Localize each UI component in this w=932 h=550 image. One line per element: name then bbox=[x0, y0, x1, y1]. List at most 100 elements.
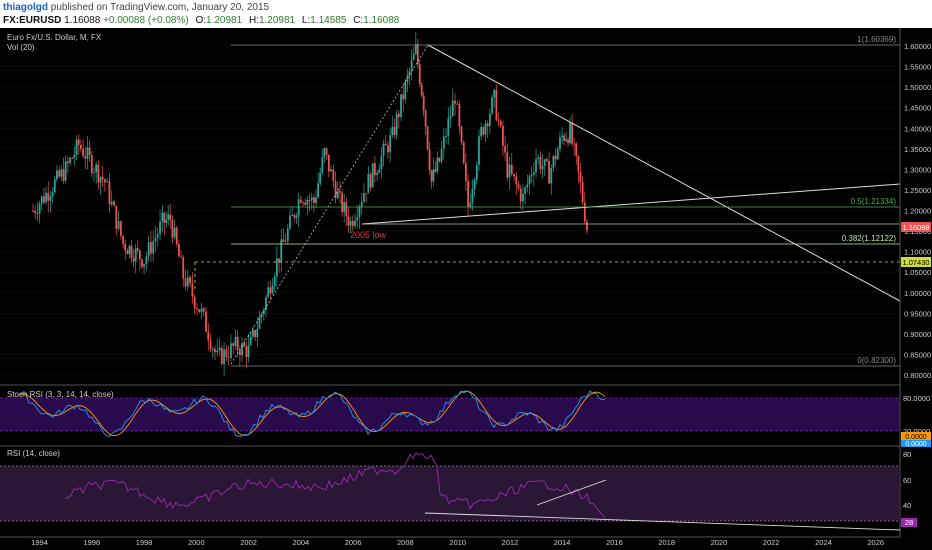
candle-body bbox=[571, 122, 573, 144]
candle-body bbox=[486, 123, 489, 127]
candle-body bbox=[282, 239, 285, 242]
time-tick-label: 2024 bbox=[815, 538, 832, 547]
candle-body bbox=[69, 158, 71, 164]
stoch-k-line bbox=[19, 390, 606, 437]
candle-body bbox=[145, 256, 148, 264]
candle-body bbox=[491, 97, 493, 114]
descending-trendline[interactable] bbox=[427, 44, 901, 302]
rsi-trendline-lower[interactable] bbox=[424, 512, 901, 531]
candle-body bbox=[345, 202, 348, 217]
candle-body bbox=[447, 118, 450, 136]
candle-body bbox=[488, 113, 491, 127]
candle-body bbox=[347, 216, 350, 226]
candle-body bbox=[136, 248, 139, 251]
stoch-k-value: 0.0000 bbox=[905, 441, 927, 448]
rsi-title: RSI (14, close) bbox=[7, 449, 60, 458]
rsi-pane[interactable]: RSI (14, close) bbox=[0, 449, 901, 531]
candle-body bbox=[58, 170, 61, 177]
candle-body bbox=[177, 243, 180, 257]
candle-body bbox=[218, 347, 221, 351]
candle-body bbox=[180, 256, 182, 258]
time-axis[interactable]: 1994 1996 1998 2000 2002 2004 2006 2008 2010 2012… bbox=[31, 538, 884, 547]
candle-body bbox=[238, 350, 241, 356]
stoch-rsi-pane[interactable]: Stoch RSI (3, 3, 14, 14, close) bbox=[0, 390, 900, 437]
candle-body bbox=[524, 187, 527, 194]
fib-connector-line[interactable] bbox=[230, 44, 429, 365]
candle-body bbox=[541, 165, 544, 170]
candles-group bbox=[32, 31, 588, 376]
high-value: 1.20981 bbox=[258, 15, 296, 26]
candle-body bbox=[77, 139, 80, 145]
rsi-label-40: 40 bbox=[903, 501, 911, 510]
candle-body bbox=[193, 296, 196, 308]
candle-body bbox=[223, 349, 225, 364]
candle-body bbox=[369, 174, 372, 188]
candle-body bbox=[110, 201, 113, 205]
candle-body bbox=[191, 283, 194, 297]
time-tick-label: 2018 bbox=[658, 538, 675, 547]
stoch-title: Stoch RSI (3, 3, 14, 14, close) bbox=[7, 390, 114, 399]
candle-body bbox=[265, 296, 267, 310]
candle-body bbox=[363, 193, 365, 202]
candle-body bbox=[275, 258, 278, 277]
time-tick-label: 2004 bbox=[292, 538, 309, 547]
candle-body bbox=[40, 196, 43, 205]
candle-body bbox=[293, 214, 296, 218]
candle-body bbox=[319, 172, 322, 184]
candle-body bbox=[115, 205, 118, 229]
candle-body bbox=[252, 330, 254, 337]
candle-body bbox=[552, 155, 555, 168]
candle-body bbox=[543, 159, 546, 166]
low-label: L: bbox=[301, 15, 311, 26]
candle-body bbox=[84, 156, 87, 159]
candle-body bbox=[330, 169, 332, 172]
candle-body bbox=[64, 161, 67, 181]
price-tick-label: 1.35000 bbox=[904, 145, 931, 154]
fib-label-0: 0(0.82300) bbox=[857, 356, 896, 365]
main-price-pane[interactable]: 1(1.60369) 0.5(1.21334) 0.382(1.12122) 0… bbox=[0, 31, 901, 376]
candle-body bbox=[458, 103, 461, 127]
price-tick-label: 1.40000 bbox=[904, 124, 931, 133]
candle-body bbox=[341, 192, 344, 212]
price-grid bbox=[0, 45, 900, 376]
candle-body bbox=[416, 44, 419, 65]
candle-body bbox=[434, 169, 437, 172]
candle-body bbox=[573, 143, 576, 145]
candle-body bbox=[339, 191, 341, 193]
candle-body bbox=[108, 181, 111, 205]
candle-body bbox=[422, 95, 425, 111]
candle-body bbox=[86, 147, 89, 159]
candle-body bbox=[304, 202, 307, 205]
candle-body bbox=[80, 144, 82, 149]
author-link[interactable]: thiagolgd bbox=[3, 2, 48, 13]
price-tick-label: 1.20000 bbox=[904, 207, 931, 216]
candle-body bbox=[378, 169, 381, 174]
candle-body bbox=[569, 122, 571, 144]
candle-body bbox=[327, 154, 330, 172]
candle-body bbox=[161, 212, 164, 222]
rsi-trendline-upper[interactable] bbox=[536, 479, 607, 506]
candle-body bbox=[321, 157, 324, 173]
rsi-label-80: 80 bbox=[903, 450, 911, 459]
candle-body bbox=[289, 215, 291, 229]
candle-body bbox=[60, 169, 63, 177]
candle-body bbox=[186, 277, 189, 287]
candle-body bbox=[119, 221, 122, 236]
fib-label-1: 1(1.60369) bbox=[857, 35, 896, 44]
candle-body bbox=[482, 126, 485, 135]
candle-body bbox=[88, 147, 91, 156]
candle-body bbox=[34, 210, 37, 214]
candle-body bbox=[356, 217, 359, 221]
price-tick-label: 1.55000 bbox=[904, 63, 931, 72]
candle-body bbox=[42, 196, 45, 203]
chart-canvas[interactable]: 1(1.60369) 0.5(1.21334) 0.382(1.12122) 0… bbox=[0, 28, 932, 550]
candle-body bbox=[454, 100, 456, 104]
candle-body bbox=[103, 179, 106, 183]
candle-body bbox=[358, 206, 361, 218]
candle-body bbox=[169, 214, 172, 220]
candle-body bbox=[426, 126, 429, 150]
candle-body bbox=[184, 278, 187, 287]
candle-body bbox=[267, 287, 270, 297]
high-label: H: bbox=[248, 15, 259, 26]
ascending-trendline[interactable] bbox=[361, 183, 901, 225]
